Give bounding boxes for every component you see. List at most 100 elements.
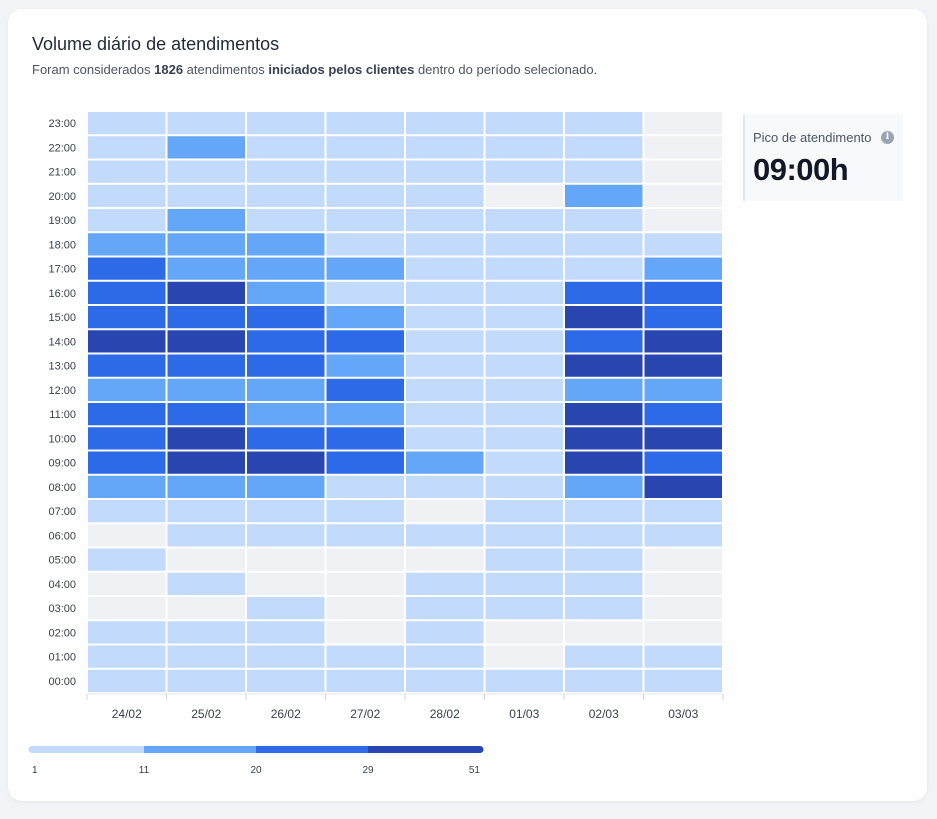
heatmap-cell[interactable] — [485, 524, 564, 547]
heatmap-cell[interactable] — [406, 354, 484, 377]
heatmap-cell[interactable] — [485, 451, 564, 474]
heatmap-cell[interactable] — [406, 524, 484, 547]
heatmap-cell[interactable] — [485, 209, 564, 232]
heatmap-cell[interactable] — [247, 403, 325, 426]
heatmap-cell[interactable] — [485, 306, 564, 329]
heatmap-cell[interactable] — [167, 548, 246, 571]
heatmap-cell[interactable] — [326, 621, 405, 644]
info-icon[interactable]: i — [881, 131, 894, 144]
heatmap-cell[interactable] — [167, 184, 246, 207]
heatmap-cell[interactable] — [167, 378, 246, 401]
heatmap-cell[interactable] — [644, 233, 723, 256]
heatmap-cell[interactable] — [644, 209, 723, 232]
heatmap-cell[interactable] — [644, 572, 723, 595]
heatmap-cell[interactable] — [247, 306, 325, 329]
heatmap-cell[interactable] — [565, 112, 643, 135]
heatmap-cell[interactable] — [247, 451, 325, 474]
heatmap-cell[interactable] — [644, 548, 723, 571]
heatmap-cell[interactable] — [167, 597, 246, 620]
heatmap-cell[interactable] — [247, 524, 325, 547]
heatmap-cell[interactable] — [88, 500, 166, 523]
heatmap-cell[interactable] — [644, 597, 723, 620]
heatmap-cell[interactable] — [167, 524, 246, 547]
heatmap-cell[interactable] — [485, 257, 564, 280]
heatmap-cell[interactable] — [167, 354, 246, 377]
heatmap-cell[interactable] — [88, 306, 166, 329]
heatmap-cell[interactable] — [644, 281, 723, 304]
heatmap-cell[interactable] — [565, 354, 643, 377]
heatmap-cell[interactable] — [247, 281, 325, 304]
heatmap-cell[interactable] — [565, 378, 643, 401]
heatmap-cell[interactable] — [167, 572, 246, 595]
heatmap-cell[interactable] — [326, 136, 405, 159]
heatmap-cell[interactable] — [326, 548, 405, 571]
heatmap-cell[interactable] — [167, 403, 246, 426]
heatmap-cell[interactable] — [88, 184, 166, 207]
heatmap-cell[interactable] — [644, 475, 723, 498]
heatmap-cell[interactable] — [247, 597, 325, 620]
heatmap-cell[interactable] — [485, 403, 564, 426]
heatmap-cell[interactable] — [167, 233, 246, 256]
heatmap-cell[interactable] — [247, 669, 325, 692]
heatmap-cell[interactable] — [644, 500, 723, 523]
heatmap-cell[interactable] — [167, 306, 246, 329]
heatmap-cell[interactable] — [565, 669, 643, 692]
heatmap-cell[interactable] — [644, 621, 723, 644]
heatmap-cell[interactable] — [644, 645, 723, 668]
heatmap-cell[interactable] — [167, 645, 246, 668]
heatmap-cell[interactable] — [406, 645, 484, 668]
heatmap-cell[interactable] — [565, 427, 643, 450]
heatmap-cell[interactable] — [167, 330, 246, 353]
heatmap-cell[interactable] — [326, 451, 405, 474]
heatmap-cell[interactable] — [326, 160, 405, 183]
heatmap-cell[interactable] — [565, 597, 643, 620]
heatmap-cell[interactable] — [406, 572, 484, 595]
heatmap-cell[interactable] — [326, 475, 405, 498]
heatmap-cell[interactable] — [565, 136, 643, 159]
heatmap-cell[interactable] — [565, 500, 643, 523]
heatmap-cell[interactable] — [644, 378, 723, 401]
heatmap-cell[interactable] — [406, 306, 484, 329]
heatmap-cell[interactable] — [644, 403, 723, 426]
heatmap-cell[interactable] — [167, 136, 246, 159]
heatmap-cell[interactable] — [565, 572, 643, 595]
heatmap-cell[interactable] — [88, 572, 166, 595]
heatmap-cell[interactable] — [485, 572, 564, 595]
heatmap-cell[interactable] — [406, 403, 484, 426]
heatmap-cell[interactable] — [88, 257, 166, 280]
heatmap-cell[interactable] — [88, 354, 166, 377]
heatmap-cell[interactable] — [406, 378, 484, 401]
heatmap-cell[interactable] — [247, 330, 325, 353]
heatmap-cell[interactable] — [485, 233, 564, 256]
heatmap-cell[interactable] — [406, 281, 484, 304]
heatmap-cell[interactable] — [88, 548, 166, 571]
heatmap-cell[interactable] — [247, 548, 325, 571]
heatmap-cell[interactable] — [88, 112, 166, 135]
heatmap-cell[interactable] — [326, 572, 405, 595]
heatmap-cell[interactable] — [247, 378, 325, 401]
heatmap-cell[interactable] — [167, 669, 246, 692]
heatmap-cell[interactable] — [167, 112, 246, 135]
heatmap-cell[interactable] — [88, 403, 166, 426]
heatmap-cell[interactable] — [485, 597, 564, 620]
heatmap-cell[interactable] — [565, 548, 643, 571]
heatmap-cell[interactable] — [485, 136, 564, 159]
heatmap-cell[interactable] — [565, 209, 643, 232]
heatmap-cell[interactable] — [406, 209, 484, 232]
heatmap-cell[interactable] — [406, 669, 484, 692]
heatmap-cell[interactable] — [485, 548, 564, 571]
heatmap-cell[interactable] — [88, 669, 166, 692]
heatmap-cell[interactable] — [565, 184, 643, 207]
heatmap-cell[interactable] — [406, 451, 484, 474]
heatmap-cell[interactable] — [167, 427, 246, 450]
heatmap-cell[interactable] — [485, 330, 564, 353]
heatmap-cell[interactable] — [88, 597, 166, 620]
heatmap-cell[interactable] — [88, 475, 166, 498]
heatmap-cell[interactable] — [644, 306, 723, 329]
heatmap-cell[interactable] — [644, 524, 723, 547]
heatmap-cell[interactable] — [565, 475, 643, 498]
heatmap-cell[interactable] — [565, 330, 643, 353]
heatmap-cell[interactable] — [167, 475, 246, 498]
heatmap-cell[interactable] — [485, 354, 564, 377]
heatmap-cell[interactable] — [565, 621, 643, 644]
